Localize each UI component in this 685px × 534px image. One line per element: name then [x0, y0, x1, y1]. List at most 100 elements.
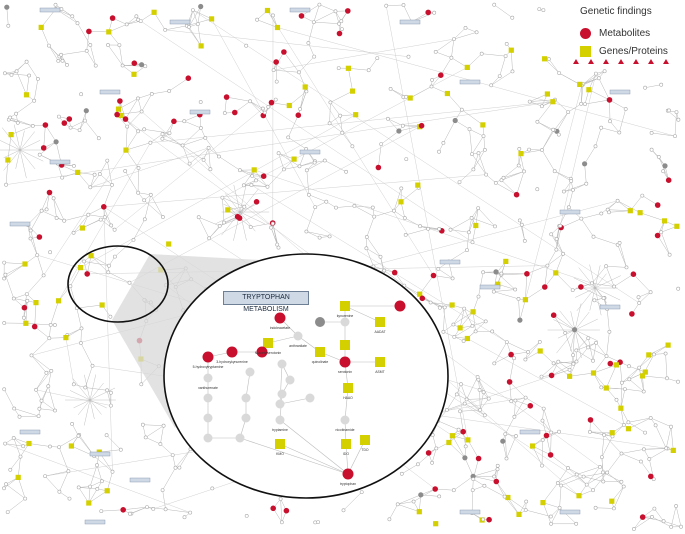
pathway-edge [628, 417, 651, 423]
gene-node [603, 385, 609, 391]
pathway-edge [44, 475, 60, 492]
pathway-edge [665, 426, 672, 449]
pathway-edge [118, 98, 139, 110]
metabolite-node [547, 452, 554, 458]
pathway-edge [608, 210, 631, 213]
pathway-node [96, 136, 101, 141]
gene-node [613, 362, 619, 368]
pathway-edge [572, 329, 575, 356]
pathway-node [466, 230, 471, 235]
pathway-edge [237, 201, 257, 217]
pathway-node [480, 517, 485, 522]
pathway-node [242, 204, 247, 209]
pathway-node [614, 397, 619, 402]
gene-node [505, 494, 511, 501]
pathway-edge [96, 465, 103, 482]
pathway-edge [308, 22, 315, 44]
pathway-edge [203, 147, 209, 160]
pathway-label-box [459, 509, 481, 515]
pathway-node [556, 132, 561, 137]
pathway-edge [451, 57, 468, 68]
pathway-edge [226, 96, 251, 102]
pathway-edge [380, 256, 385, 271]
pathway-edge [629, 367, 640, 380]
pathway-edge [169, 77, 189, 92]
pathway-edge [516, 171, 525, 195]
gene-node [625, 426, 632, 432]
inset-gene-node [340, 301, 350, 311]
pathway-node [2, 387, 7, 392]
pathway-node [586, 336, 591, 341]
pathway-node [105, 388, 110, 393]
pathway-edge [473, 153, 479, 170]
pathway-edge [162, 121, 175, 139]
legend-title: Genetic findings [580, 6, 652, 17]
gene-node [104, 488, 110, 494]
pathway-node [95, 463, 99, 468]
pathway-edge [651, 516, 672, 528]
pathway-edge [586, 472, 608, 485]
pathway-edge [639, 354, 655, 368]
pathway-node [637, 301, 642, 305]
pathway-node [54, 216, 59, 220]
pathway-node [110, 469, 115, 474]
pathway-edge [222, 197, 245, 207]
pathway-node [92, 172, 97, 177]
pathway-edge [651, 132, 676, 137]
pathway-edge [591, 283, 615, 287]
pathway-edge [580, 286, 604, 299]
pathway-edge [588, 73, 597, 90]
pathway-node [336, 66, 341, 71]
pathway-node [24, 59, 29, 64]
pathway-edge [674, 112, 677, 137]
pathway-edge [25, 323, 51, 326]
pathway-edge [381, 130, 400, 145]
pathway-node [549, 430, 554, 435]
pathway-edge [638, 367, 644, 392]
gene-node [353, 112, 359, 118]
pathway-node [679, 524, 683, 529]
pathway-edge [80, 342, 93, 366]
pathway-edge [90, 184, 113, 188]
pathway-node [486, 396, 491, 401]
pathway-edge [616, 399, 629, 423]
pathway-edge [313, 4, 320, 23]
pathway-node [71, 382, 76, 387]
hub-edge [239, 211, 256, 232]
pathway-node [526, 350, 530, 354]
gene-node [407, 95, 413, 101]
gene-marker-icon [580, 45, 591, 57]
pathway-node [527, 99, 532, 104]
pathway-node [504, 42, 509, 46]
legend-row-genes: Genes/Proteins [574, 43, 682, 59]
triangle-marker [648, 59, 654, 64]
pathway-edge [188, 26, 202, 47]
pathway-edge [141, 93, 153, 112]
pathway-label-box [129, 477, 151, 483]
pathway-edge [348, 68, 369, 71]
pathway-edge [103, 206, 112, 226]
pathway-edge [354, 205, 375, 217]
pathway-node [384, 3, 389, 8]
zoom-inset-ellipse [163, 253, 449, 499]
pathway-node [648, 416, 653, 420]
hub-edge [594, 287, 621, 301]
pathway-edge [77, 172, 95, 175]
metabolite-node [460, 428, 467, 435]
pathway-edge [475, 208, 479, 226]
pathway-edge [107, 160, 113, 185]
pathway-edge [567, 467, 584, 477]
pathway-edge [126, 19, 139, 25]
pathway-node [11, 436, 16, 440]
hub-edge [574, 311, 590, 331]
inset-edge [279, 397, 311, 405]
inset-metabolite-node [342, 468, 354, 480]
pathway-node [220, 195, 225, 200]
metabolite-node [548, 372, 555, 379]
pathway-edge [30, 210, 42, 231]
pathway-edge [459, 311, 474, 329]
pathway-label-box [84, 519, 106, 525]
pathway-node [444, 407, 449, 412]
pathway-edge [666, 378, 679, 382]
pathway-node [484, 172, 489, 177]
